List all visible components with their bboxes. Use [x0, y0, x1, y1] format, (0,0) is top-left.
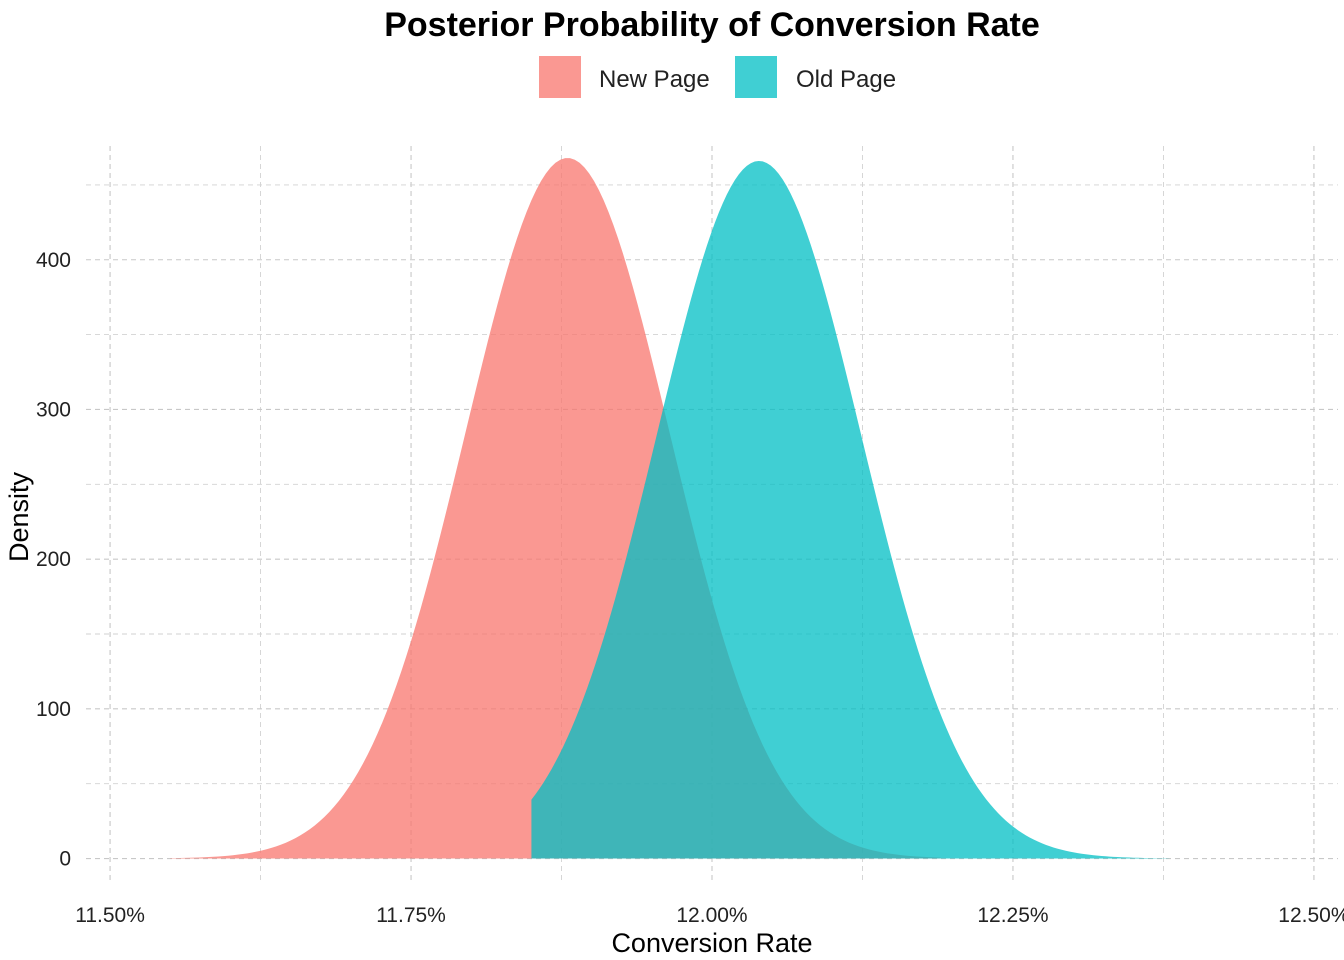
- legend-label-new-page: New Page: [599, 66, 710, 93]
- y-axis-title: Density: [4, 471, 34, 562]
- y-tick-label: 300: [36, 398, 71, 421]
- x-tick-label: 11.50%: [75, 904, 145, 927]
- density-areas: [170, 158, 1170, 859]
- chart-title: Posterior Probability of Conversion Rate: [384, 6, 1040, 44]
- x-tick-label: 12.00%: [676, 904, 747, 927]
- x-tick-label: 11.75%: [376, 904, 446, 927]
- legend: New Page Old Page: [539, 56, 896, 98]
- x-axis-tick-labels: 11.50% 11.75% 12.00% 12.25% 12.50%: [75, 904, 1344, 927]
- density-area-old-page: [531, 160, 1170, 859]
- y-tick-label: 0: [59, 848, 71, 871]
- y-tick-label: 200: [36, 548, 71, 571]
- density-area-new-page: [170, 158, 941, 859]
- y-tick-label: 400: [36, 249, 71, 272]
- y-tick-label: 100: [36, 698, 71, 721]
- x-axis-title: Conversion Rate: [611, 928, 812, 958]
- legend-key-old-page: [735, 56, 777, 98]
- x-tick-label: 12.50%: [1278, 904, 1344, 927]
- x-tick-label: 12.25%: [977, 904, 1048, 927]
- y-axis-tick-labels: 0 100 200 300 400: [36, 249, 71, 871]
- legend-label-old-page: Old Page: [796, 66, 896, 93]
- legend-key-new-page: [539, 56, 581, 98]
